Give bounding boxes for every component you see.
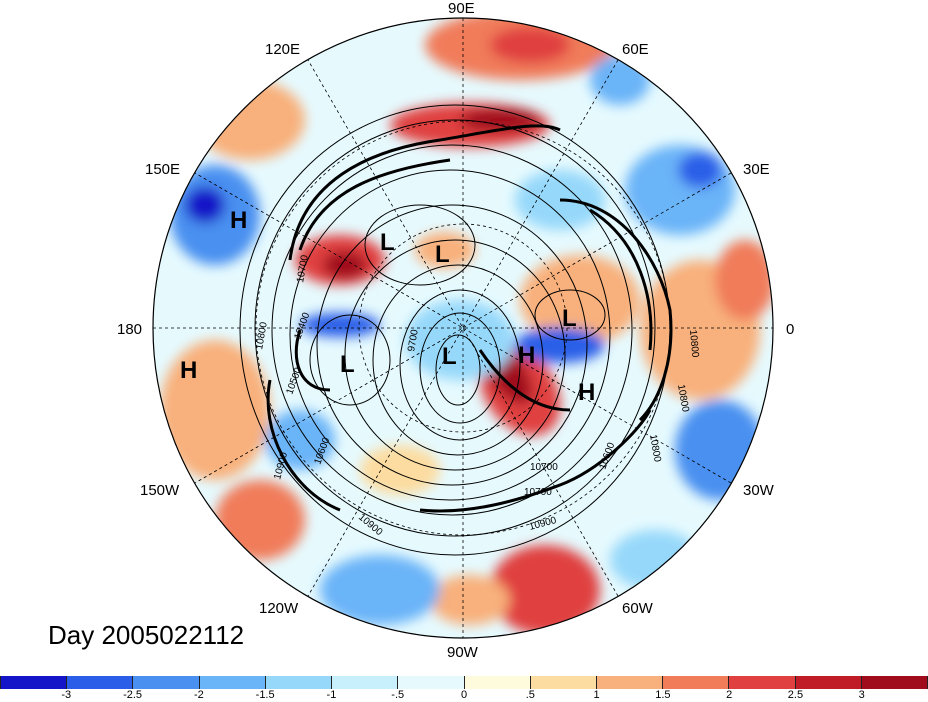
lon-label-60w: 60W [622,600,653,617]
colorbar-tick-label: -1 [326,689,337,701]
colorbar-swatch [67,676,134,689]
map-boundary [152,17,774,639]
colorbar-tick-label: 3 [858,689,865,701]
jet-contours [266,124,673,513]
colorbar-swatch [133,676,200,689]
high-pressure-marker: H [180,357,197,384]
low-pressure-marker: L [340,351,355,378]
colorbar-tick-label: 1 [593,689,600,701]
high-pressure-marker: H [518,342,535,369]
colorbar-tick-label: -.5 [391,689,405,701]
colorbar-swatch [861,676,928,689]
height-contours [239,104,671,556]
colorbar-swatch [464,676,531,689]
contour-label: 10700 [295,254,311,284]
colorbar-tick-label: -1.5 [255,689,275,701]
colorbar [0,676,928,689]
cold-anomaly [610,530,700,590]
contour-label: 10700 [530,462,558,473]
colorbar-tick-label: .5 [525,689,535,701]
lon-label-90e: 90E [448,0,475,17]
colorbar-swatch [265,676,333,689]
colorbar-swatch [663,676,730,689]
warm-anomaly [490,545,600,635]
cold-anomaly [405,300,515,380]
warm-anomaly [215,480,305,560]
lon-label-150w: 150W [140,482,180,499]
contour-label: 10800 [647,434,663,464]
cold-anomaly [678,152,722,188]
cold-anomaly [625,145,735,235]
lon-label-30e: 30E [743,161,770,178]
lon-label-30w: 30W [743,482,774,499]
cold-anomaly [185,187,225,223]
lon-label-90w: 90W [447,644,478,661]
date-caption: Day 2005022112 [48,620,245,650]
warm-anomaly [430,575,510,625]
lon-label-150e: 150E [145,161,181,178]
colorbar-tick-label: 1.5 [655,689,671,701]
contour-label: 10800 [687,329,700,358]
colorbar-tick-label: -2.5 [123,689,143,701]
lon-label-120e: 120E [265,41,301,58]
colorbar-tick-label: 2 [726,689,733,701]
warm-anomaly [195,80,305,160]
colorbar-tick-label: 2.5 [787,689,804,701]
colorbar-tick-label: 0 [460,689,468,701]
colorbar-swatch [530,676,597,689]
contour-label: 9700 [406,328,421,352]
high-pressure-marker: H [230,207,247,234]
cold-anomaly [590,55,650,105]
low-pressure-marker: L [435,241,450,268]
colorbar-swatch [596,676,664,689]
lon-label-60e: 60E [622,41,649,58]
colorbar-tick-label: -2 [193,689,204,701]
warm-anomaly [490,27,570,63]
warm-anomaly [715,240,773,320]
cold-anomaly [515,327,605,363]
low-pressure-marker: L [380,229,395,256]
lon-label-120w: 120W [259,600,299,617]
warm-anomaly [415,232,475,268]
colorbar-tick-label: -3 [61,689,72,701]
colorbar-swatch [398,676,465,689]
colorbar-swatch [795,676,862,689]
warm-anomaly [323,251,367,279]
low-pressure-marker: L [442,343,457,370]
colorbar-swatch [332,676,399,689]
lon-label-0: 0 [786,321,795,338]
warm-anomaly [160,340,270,480]
contour-label: 10800 [675,384,691,414]
contour-label: 10700 [524,487,552,498]
anomaly-field [153,18,773,638]
cold-anomaly [320,555,440,625]
colorbar-swatch [199,676,266,689]
lon-label-180: 180 [117,321,143,338]
colorbar-swatch [0,676,68,689]
colorbar-swatch [729,676,796,689]
graticule [153,18,773,638]
contour-label: 10800 [254,321,270,351]
low-pressure-marker: L [562,305,577,332]
high-pressure-marker: H [578,379,595,406]
warm-anomaly [360,445,440,495]
